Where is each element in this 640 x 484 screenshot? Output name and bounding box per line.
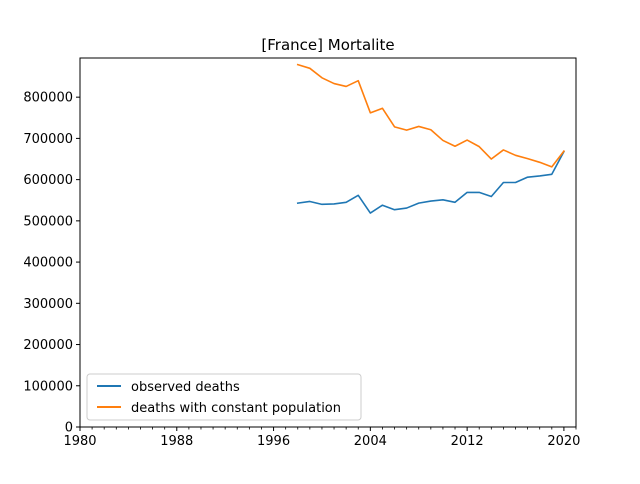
y-tick-label: 500000: [23, 214, 73, 229]
series-line-observed-deaths: [296, 150, 565, 214]
x-tick-label: 2020: [547, 434, 580, 449]
y-tick-label: 100000: [23, 379, 73, 394]
y-tick-label: 400000: [23, 256, 73, 271]
axes-layer: 0 100000 200000 300000 400000 500000 600000 700…: [23, 91, 580, 449]
y-tick-label: 600000: [23, 173, 73, 188]
y-tick-label: 0: [65, 421, 73, 436]
y-tick-label: 300000: [23, 297, 73, 312]
x-tick-label: 1980: [63, 434, 96, 449]
legend-box: [86, 373, 362, 421]
y-tick-label: 800000: [23, 91, 73, 106]
chart-title: [France] Mortalite: [261, 36, 394, 54]
x-tick-label: 2012: [451, 434, 484, 449]
legend-label-observed-deaths: observed deaths: [131, 380, 240, 395]
plot-frame: [79, 57, 577, 428]
y-tick-label: 200000: [23, 338, 73, 353]
legend: observed deaths deaths with constant pop…: [86, 373, 362, 421]
series-layer: [296, 63, 566, 214]
x-tick-label: 1996: [257, 434, 290, 449]
legend-label-deaths-with-constant-population: deaths with constant population: [131, 401, 341, 416]
x-tick-label: 2004: [354, 434, 387, 449]
series-line-deaths-with-constant-population: [296, 63, 566, 168]
x-tick-label: 1988: [160, 434, 193, 449]
y-tick-label: 700000: [23, 132, 73, 147]
